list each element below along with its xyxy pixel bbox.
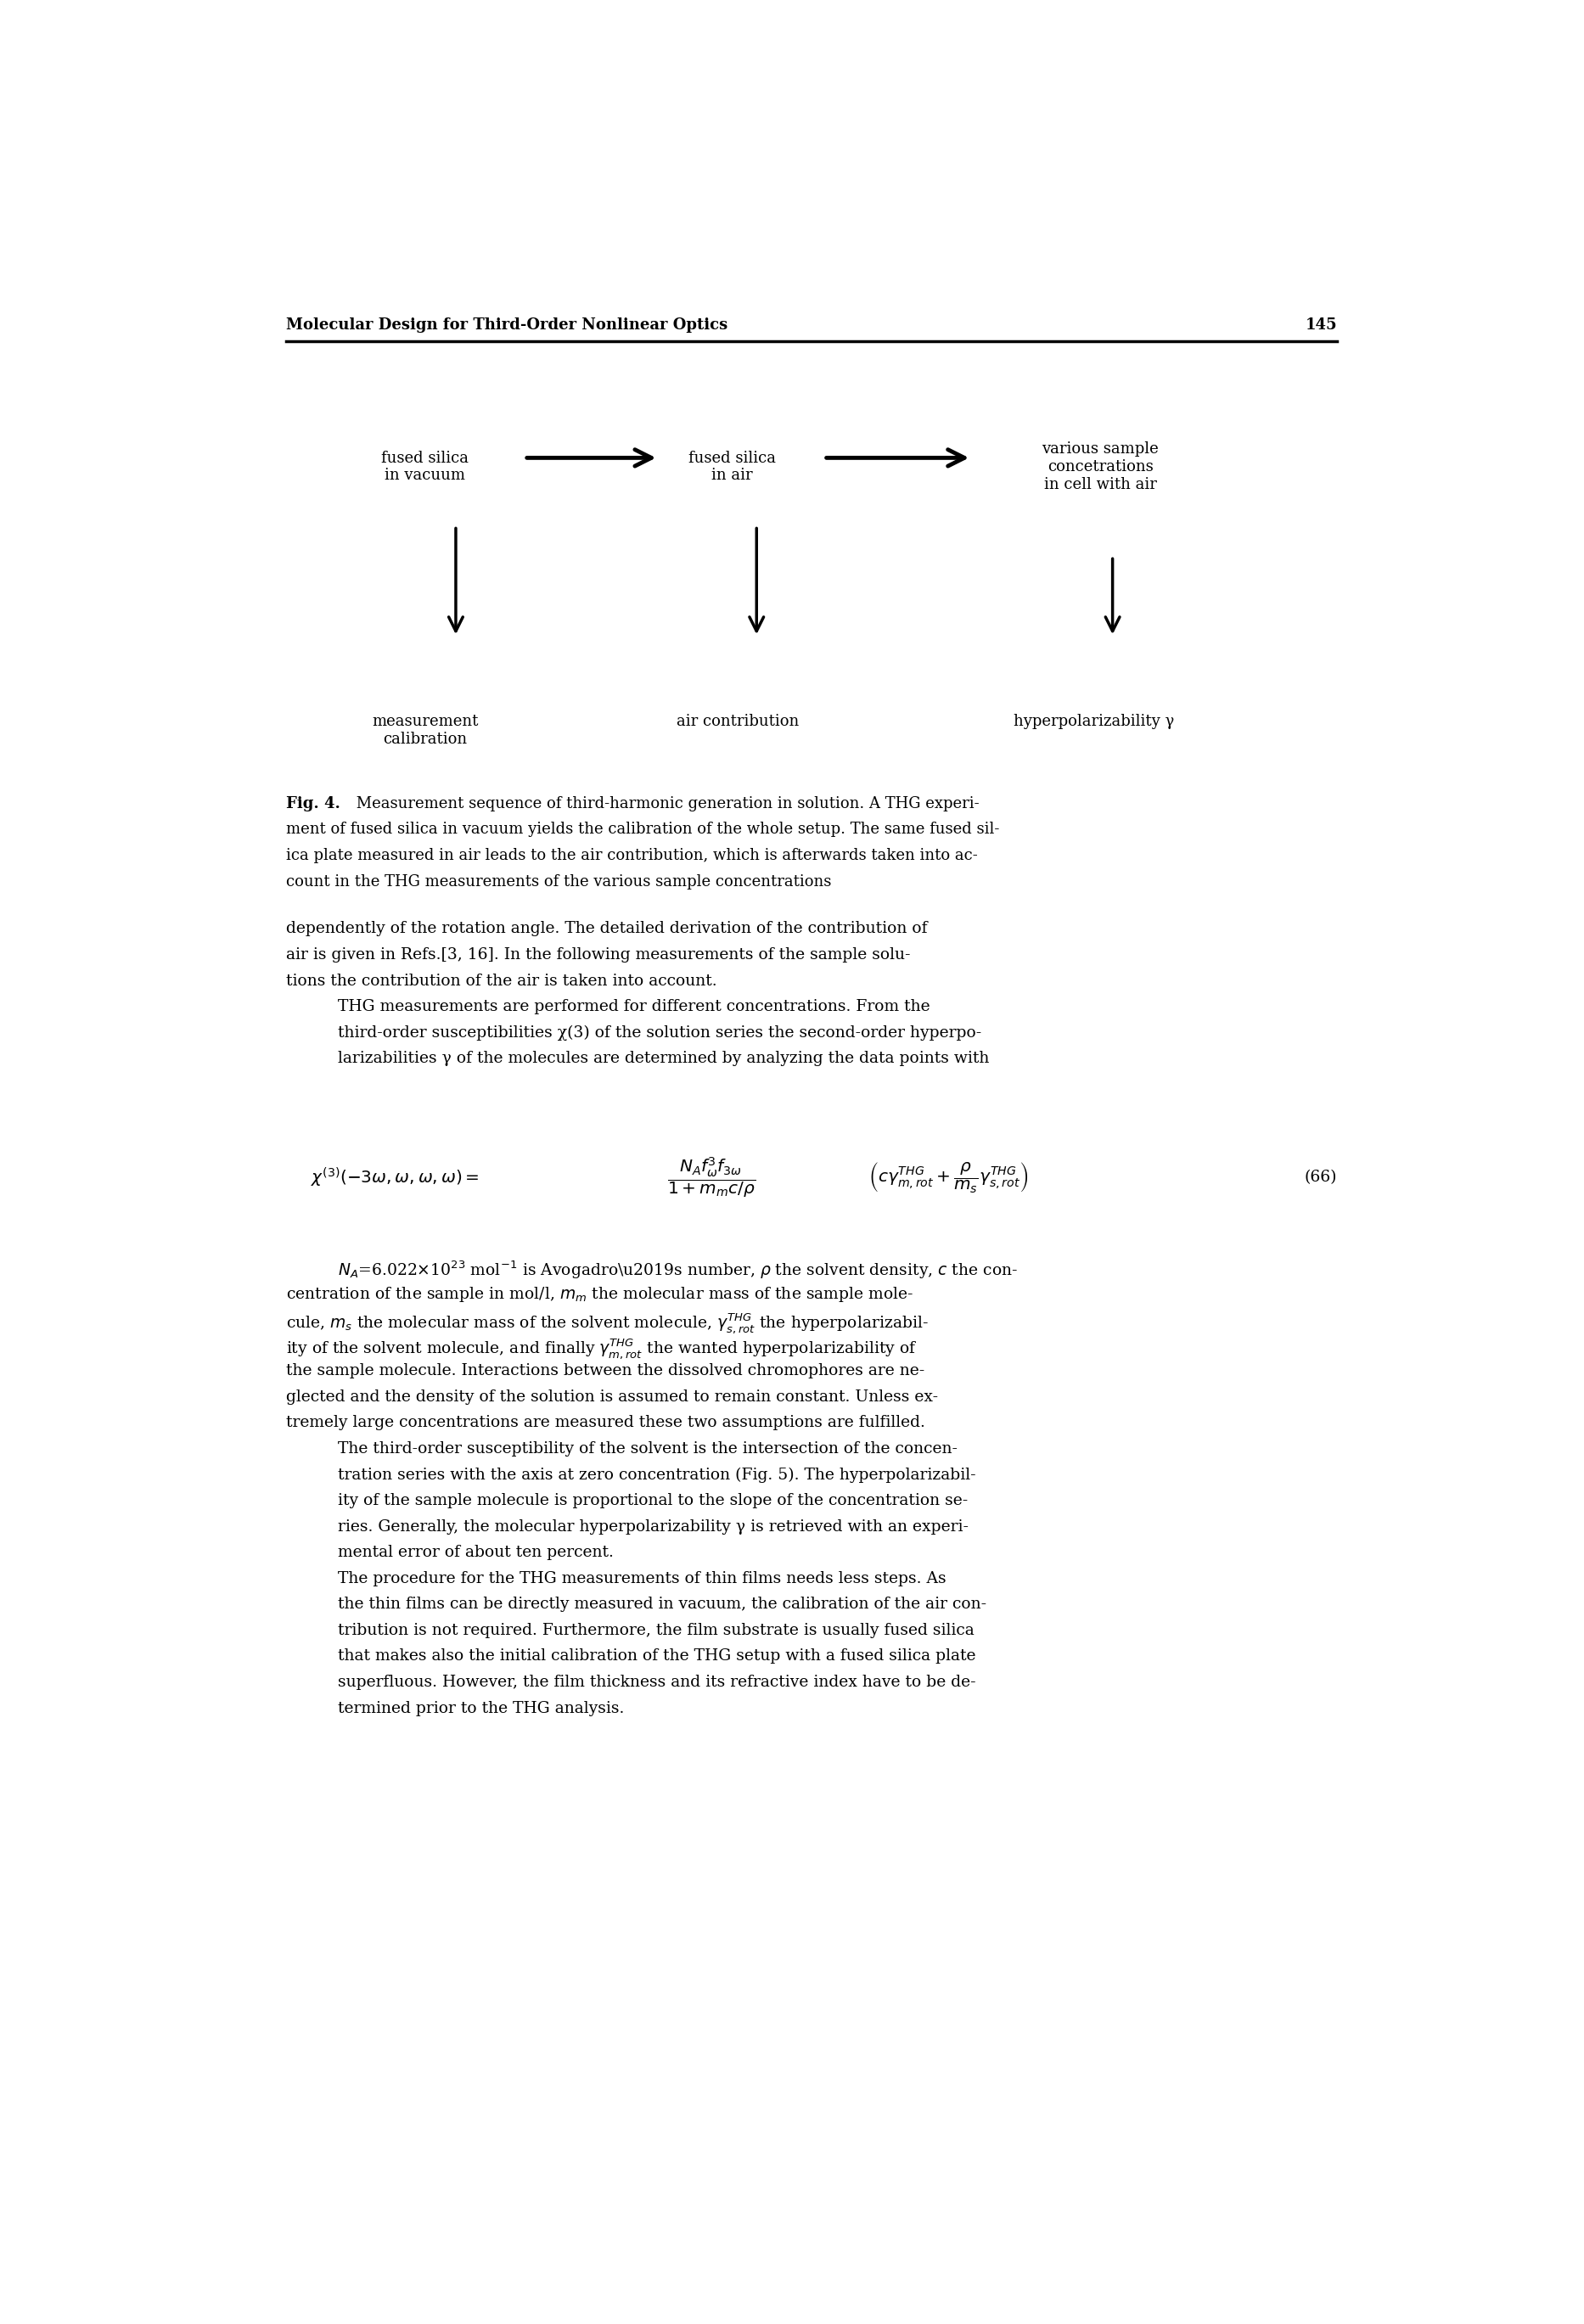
Text: $\left(c\gamma^{THG}_{m,rot}+\dfrac{\rho}{m_s}\gamma^{THG}_{s,rot}\right)$: $\left(c\gamma^{THG}_{m,rot}+\dfrac{\rho… — [868, 1160, 1028, 1195]
Text: cule, $m_s$ the molecular mass of the solvent molecule, $\gamma^{THG}_{s,rot}$ t: cule, $m_s$ the molecular mass of the so… — [287, 1311, 928, 1334]
Text: ment of fused silica in vacuum yields the calibration of the whole setup. The sa: ment of fused silica in vacuum yields th… — [287, 823, 1000, 837]
Text: tions the contribution of the air is taken into account.: tions the contribution of the air is tak… — [287, 974, 718, 988]
Text: termined prior to the THG analysis.: termined prior to the THG analysis. — [337, 1701, 624, 1715]
Text: various sample
concetrations
in cell with air: various sample concetrations in cell wit… — [1042, 442, 1159, 493]
Text: $N_A$=6.022$\times$10$^{23}$ mol$^{-1}$ is Avogadro\u2019s number, $\rho$ the so: $N_A$=6.022$\times$10$^{23}$ mol$^{-1}$ … — [337, 1260, 1019, 1281]
Text: measurement
calibration: measurement calibration — [372, 713, 478, 746]
Text: centration of the sample in mol/l, $m_m$ the molecular mass of the sample mole-: centration of the sample in mol/l, $m_m$… — [287, 1285, 914, 1304]
Text: ity of the solvent molecule, and finally $\gamma^{THG}_{m,rot}$ the wanted hyper: ity of the solvent molecule, and finally… — [287, 1336, 917, 1362]
Text: count in the THG measurements of the various sample concentrations: count in the THG measurements of the var… — [287, 874, 832, 890]
Text: $\chi^{(3)}(-3\omega,\omega,\omega,\omega)=$: $\chi^{(3)}(-3\omega,\omega,\omega,\omeg… — [310, 1167, 480, 1190]
Text: ries. Generally, the molecular hyperpolarizability γ is retrieved with an experi: ries. Generally, the molecular hyperpola… — [337, 1520, 969, 1534]
Text: dependently of the rotation angle. The detailed derivation of the contribution o: dependently of the rotation angle. The d… — [287, 920, 928, 937]
Text: Measurement sequence of third-harmonic generation in solution. A THG experi-: Measurement sequence of third-harmonic g… — [352, 797, 979, 811]
Text: tribution is not required. Furthermore, the film substrate is usually fused sili: tribution is not required. Furthermore, … — [337, 1622, 974, 1638]
Text: The procedure for the THG measurements of thin films needs less steps. As: The procedure for the THG measurements o… — [337, 1571, 946, 1587]
Text: The third-order susceptibility of the solvent is the intersection of the concen-: The third-order susceptibility of the so… — [337, 1441, 958, 1457]
Text: ica plate measured in air leads to the air contribution, which is afterwards tak: ica plate measured in air leads to the a… — [287, 848, 977, 862]
Text: fused silica
in vacuum: fused silica in vacuum — [382, 451, 469, 483]
Text: that makes also the initial calibration of the THG setup with a fused silica pla: that makes also the initial calibration … — [337, 1648, 976, 1664]
Text: third-order susceptibilities χ(3) of the solution series the second-order hyperp: third-order susceptibilities χ(3) of the… — [337, 1025, 982, 1041]
Text: glected and the density of the solution is assumed to remain constant. Unless ex: glected and the density of the solution … — [287, 1390, 938, 1404]
Text: the thin films can be directly measured in vacuum, the calibration of the air co: the thin films can be directly measured … — [337, 1597, 987, 1613]
Text: the sample molecule. Interactions between the dissolved chromophores are ne-: the sample molecule. Interactions betwee… — [287, 1364, 925, 1378]
Text: air is given in Refs.[3, 16]. In the following measurements of the sample solu-: air is given in Refs.[3, 16]. In the fol… — [287, 948, 911, 962]
Text: hyperpolarizability γ: hyperpolarizability γ — [1014, 713, 1174, 730]
Text: 145: 145 — [1305, 318, 1337, 332]
Text: (66): (66) — [1305, 1169, 1337, 1185]
Text: $\dfrac{N_A f^3_\omega f_{3\omega}}{1+m_m c/\rho}$: $\dfrac{N_A f^3_\omega f_{3\omega}}{1+m_… — [667, 1155, 756, 1199]
Text: ity of the sample molecule is proportional to the slope of the concentration se-: ity of the sample molecule is proportion… — [337, 1492, 968, 1508]
Text: larizabilities γ of the molecules are determined by analyzing the data points wi: larizabilities γ of the molecules are de… — [337, 1050, 990, 1067]
Text: fused silica
in air: fused silica in air — [689, 451, 776, 483]
Text: tration series with the axis at zero concentration (Fig. 5). The hyperpolarizabi: tration series with the axis at zero con… — [337, 1466, 976, 1483]
Text: mental error of about ten percent.: mental error of about ten percent. — [337, 1545, 613, 1559]
Text: superfluous. However, the film thickness and its refractive index have to be de-: superfluous. However, the film thickness… — [337, 1676, 976, 1690]
Text: THG measurements are performed for different concentrations. From the: THG measurements are performed for diffe… — [337, 999, 930, 1013]
Text: tremely large concentrations are measured these two assumptions are fulfilled.: tremely large concentrations are measure… — [287, 1415, 925, 1432]
Text: Molecular Design for Third-Order Nonlinear Optics: Molecular Design for Third-Order Nonline… — [287, 318, 729, 332]
Text: air contribution: air contribution — [676, 713, 800, 730]
Text: Fig. 4.: Fig. 4. — [287, 797, 341, 811]
